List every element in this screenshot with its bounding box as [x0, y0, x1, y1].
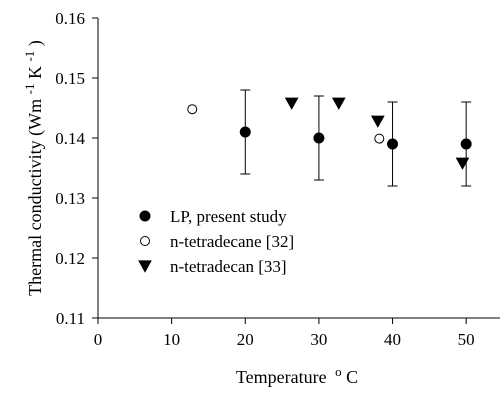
- data-point: [455, 157, 470, 170]
- data-point: [370, 115, 385, 128]
- legend-label: n-tetradecan [33]: [170, 257, 287, 276]
- legend-symbol: [138, 260, 152, 273]
- x-axis-title: Temperature o C: [236, 360, 358, 387]
- legend-label: n-tetradecane [32]: [170, 232, 294, 251]
- data-point: [331, 97, 346, 110]
- series-2: [187, 104, 385, 144]
- x-tick-label: 0: [94, 330, 103, 349]
- x-ticks: 0 10 20 30 40 50: [94, 318, 475, 349]
- legend-item: LP, present study: [139, 207, 287, 226]
- y-axis-unit-mid: K: [25, 66, 45, 79]
- data-point: [313, 132, 325, 144]
- legend-symbol: [139, 210, 151, 222]
- y-tick-label: 0.13: [55, 189, 85, 208]
- y-axis-unit-sup-2: -1: [22, 51, 37, 62]
- legend: LP, present study n-tetradecane [32] n-tet…: [138, 207, 294, 276]
- y-axis-unit-end: ): [25, 40, 46, 46]
- data-point: [374, 133, 385, 144]
- legend-item: n-tetradecan [33]: [138, 257, 287, 276]
- y-axis-unit-sup-1: -1: [22, 84, 37, 95]
- series-1: [239, 89, 472, 187]
- y-tick-label: 0.16: [55, 9, 85, 28]
- legend-label: LP, present study: [170, 207, 287, 226]
- y-tick-label: 0.12: [55, 249, 85, 268]
- legend-item: n-tetradecane [32]: [140, 232, 294, 251]
- x-tick-label: 20: [237, 330, 254, 349]
- y-tick-label: 0.14: [55, 129, 85, 148]
- data-point: [284, 97, 299, 110]
- axes: [97, 18, 500, 319]
- y-tick-label: 0.11: [56, 309, 85, 328]
- x-tick-label: 40: [384, 330, 401, 349]
- data-point: [460, 138, 472, 150]
- data-point: [187, 104, 198, 115]
- y-tick-label: 0.15: [55, 69, 85, 88]
- x-axis-label-text: Temperature: [236, 367, 327, 387]
- data-marks: [187, 89, 472, 187]
- series-3: [284, 97, 470, 170]
- x-tick-label: 30: [310, 330, 327, 349]
- x-axis-unit-sup: o: [335, 364, 342, 379]
- legend-symbol: [140, 236, 150, 246]
- data-point: [239, 126, 251, 138]
- x-tick-label: 50: [458, 330, 475, 349]
- data-point: [387, 138, 399, 150]
- y-axis-title: Thermal conductivity (Wm -1 K -1 ): [18, 40, 46, 296]
- x-tick-label: 10: [163, 330, 180, 349]
- x-axis-unit: C: [346, 367, 358, 387]
- y-axis-label-text: Thermal conductivity (Wm: [25, 99, 46, 296]
- y-ticks: 0.11 0.12 0.13 0.14 0.15 0.16: [55, 9, 98, 328]
